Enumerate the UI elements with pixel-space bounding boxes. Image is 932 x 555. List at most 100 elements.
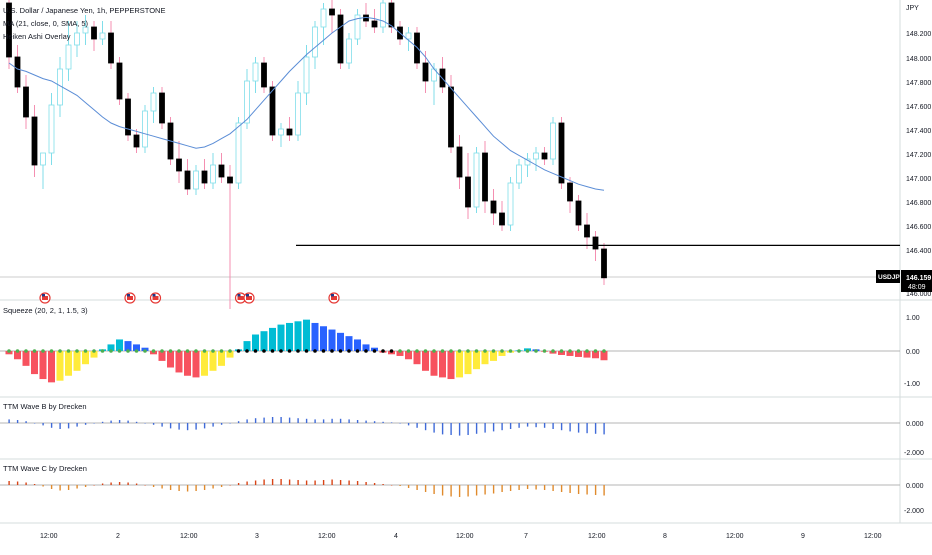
squeeze-dot xyxy=(585,349,589,353)
wave-b-bar xyxy=(135,421,138,423)
flag-canton xyxy=(152,294,156,297)
ma-line[interactable] xyxy=(8,16,605,191)
candle xyxy=(227,165,233,309)
legend-ma[interactable]: MA (21, close, 0, SMA, 5) xyxy=(3,19,89,28)
squeeze-bar xyxy=(490,351,497,361)
wave-b-bar xyxy=(237,421,240,423)
wave-b-tick: -2.000 xyxy=(904,450,924,457)
squeeze-dot xyxy=(517,349,521,353)
wave-b-bar xyxy=(33,423,36,424)
wave-b-bar xyxy=(424,423,427,431)
candle xyxy=(482,141,488,213)
candle xyxy=(329,0,335,33)
wave-b-bar xyxy=(118,420,121,423)
wave-c-bar xyxy=(169,485,172,490)
us-flag-event-icon[interactable] xyxy=(124,292,136,304)
candle xyxy=(201,159,208,189)
candle-body xyxy=(337,14,344,64)
price-tick: 148.200 xyxy=(906,31,931,38)
wave-b-bar xyxy=(339,418,342,423)
squeeze-dot xyxy=(559,349,564,353)
bar-countdown: 48:09 xyxy=(908,284,926,291)
legend-squeeze[interactable]: Squeeze (20, 2, 1, 1.5, 3) xyxy=(3,306,88,315)
wave-b-bar xyxy=(373,421,376,423)
price-tick: 146.600 xyxy=(906,224,931,231)
squeeze-bar xyxy=(252,334,259,351)
candle xyxy=(388,0,395,33)
squeeze-bar xyxy=(481,351,489,365)
wave-b-bar xyxy=(229,423,231,424)
candle-body xyxy=(99,32,106,40)
wave-c-bar xyxy=(25,482,27,485)
time-axis[interactable]: 12:00 2 12:00 3 12:00 4 12:00 7 12:00 8 … xyxy=(40,533,882,540)
wave-c-bar xyxy=(237,483,240,485)
us-flag-event-icon[interactable] xyxy=(328,292,340,304)
squeeze-dot xyxy=(466,349,470,353)
candle xyxy=(473,147,480,213)
wave-b-bar xyxy=(594,423,597,434)
time-tick: 7 xyxy=(524,533,528,540)
us-flag-event-icon[interactable] xyxy=(39,292,51,304)
wave-c-bar xyxy=(212,485,214,489)
squeeze-bar xyxy=(167,351,174,368)
candle xyxy=(567,177,573,213)
wave-c-bar xyxy=(280,479,282,485)
wave-b-bar xyxy=(467,423,469,435)
squeeze-bar xyxy=(430,351,438,376)
wave-c-bar xyxy=(220,485,223,487)
wave-b-bar xyxy=(42,423,44,426)
wave-c-bar xyxy=(144,485,146,486)
squeeze-dot xyxy=(525,349,530,353)
candle xyxy=(235,117,242,189)
squeeze-bar xyxy=(464,351,472,375)
candle-body xyxy=(201,170,208,184)
us-flag-event-icon[interactable] xyxy=(243,292,255,304)
candle-body xyxy=(235,122,242,184)
wave-c-bar xyxy=(390,485,393,486)
wave-c-bar xyxy=(93,485,95,486)
candle-body xyxy=(31,116,38,166)
squeeze-dot xyxy=(296,349,300,353)
wave-b-bar xyxy=(492,423,495,432)
wave-c-bar xyxy=(433,485,435,494)
candle xyxy=(601,243,607,285)
squeeze-bar xyxy=(566,351,574,356)
legend-wave-c[interactable]: TTM Wave C by Drecken xyxy=(3,464,87,473)
candle-body xyxy=(74,32,80,46)
wave-c-bar xyxy=(246,481,248,485)
candle-body xyxy=(91,26,97,40)
time-tick: 8 xyxy=(663,533,667,540)
price-tick: 147.800 xyxy=(906,80,931,87)
squeeze-dot xyxy=(228,349,232,353)
wave-b-bar xyxy=(169,423,172,429)
wave-c-bar xyxy=(441,485,444,496)
squeeze-dot xyxy=(270,349,275,353)
wave-c-bar xyxy=(535,485,537,490)
legend-wave-b[interactable]: TTM Wave B by Drecken xyxy=(3,402,87,411)
wave-c-bar xyxy=(186,485,189,492)
price-tick: 147.400 xyxy=(906,128,931,135)
wave-b-bar xyxy=(67,423,70,429)
squeeze-bar xyxy=(600,351,608,361)
last-price-badge[interactable]: USDJPY 146.159 48:09 xyxy=(876,270,932,292)
us-flag-event-icon[interactable] xyxy=(149,292,162,304)
chart-title[interactable]: U.S. Dollar / Japanese Yen, 1h, PEPPERST… xyxy=(3,6,165,15)
candle-body xyxy=(601,248,607,279)
candle-body xyxy=(150,92,157,112)
legend-heiken-ashi[interactable]: Heiken Ashi Overlay xyxy=(3,32,71,41)
wave-b-bar xyxy=(322,419,325,423)
wave-b-bar xyxy=(246,419,248,423)
squeeze-bar xyxy=(320,326,327,351)
candle xyxy=(354,9,361,45)
time-tick: 12:00 xyxy=(40,533,58,540)
squeeze-bar xyxy=(226,351,234,358)
candle-body xyxy=(82,26,89,34)
candle-body xyxy=(159,92,165,124)
candle xyxy=(74,21,80,57)
wave-c-histogram xyxy=(8,479,605,497)
squeeze-bar xyxy=(354,339,361,351)
candle xyxy=(193,165,199,195)
time-tick: 3 xyxy=(255,533,259,540)
